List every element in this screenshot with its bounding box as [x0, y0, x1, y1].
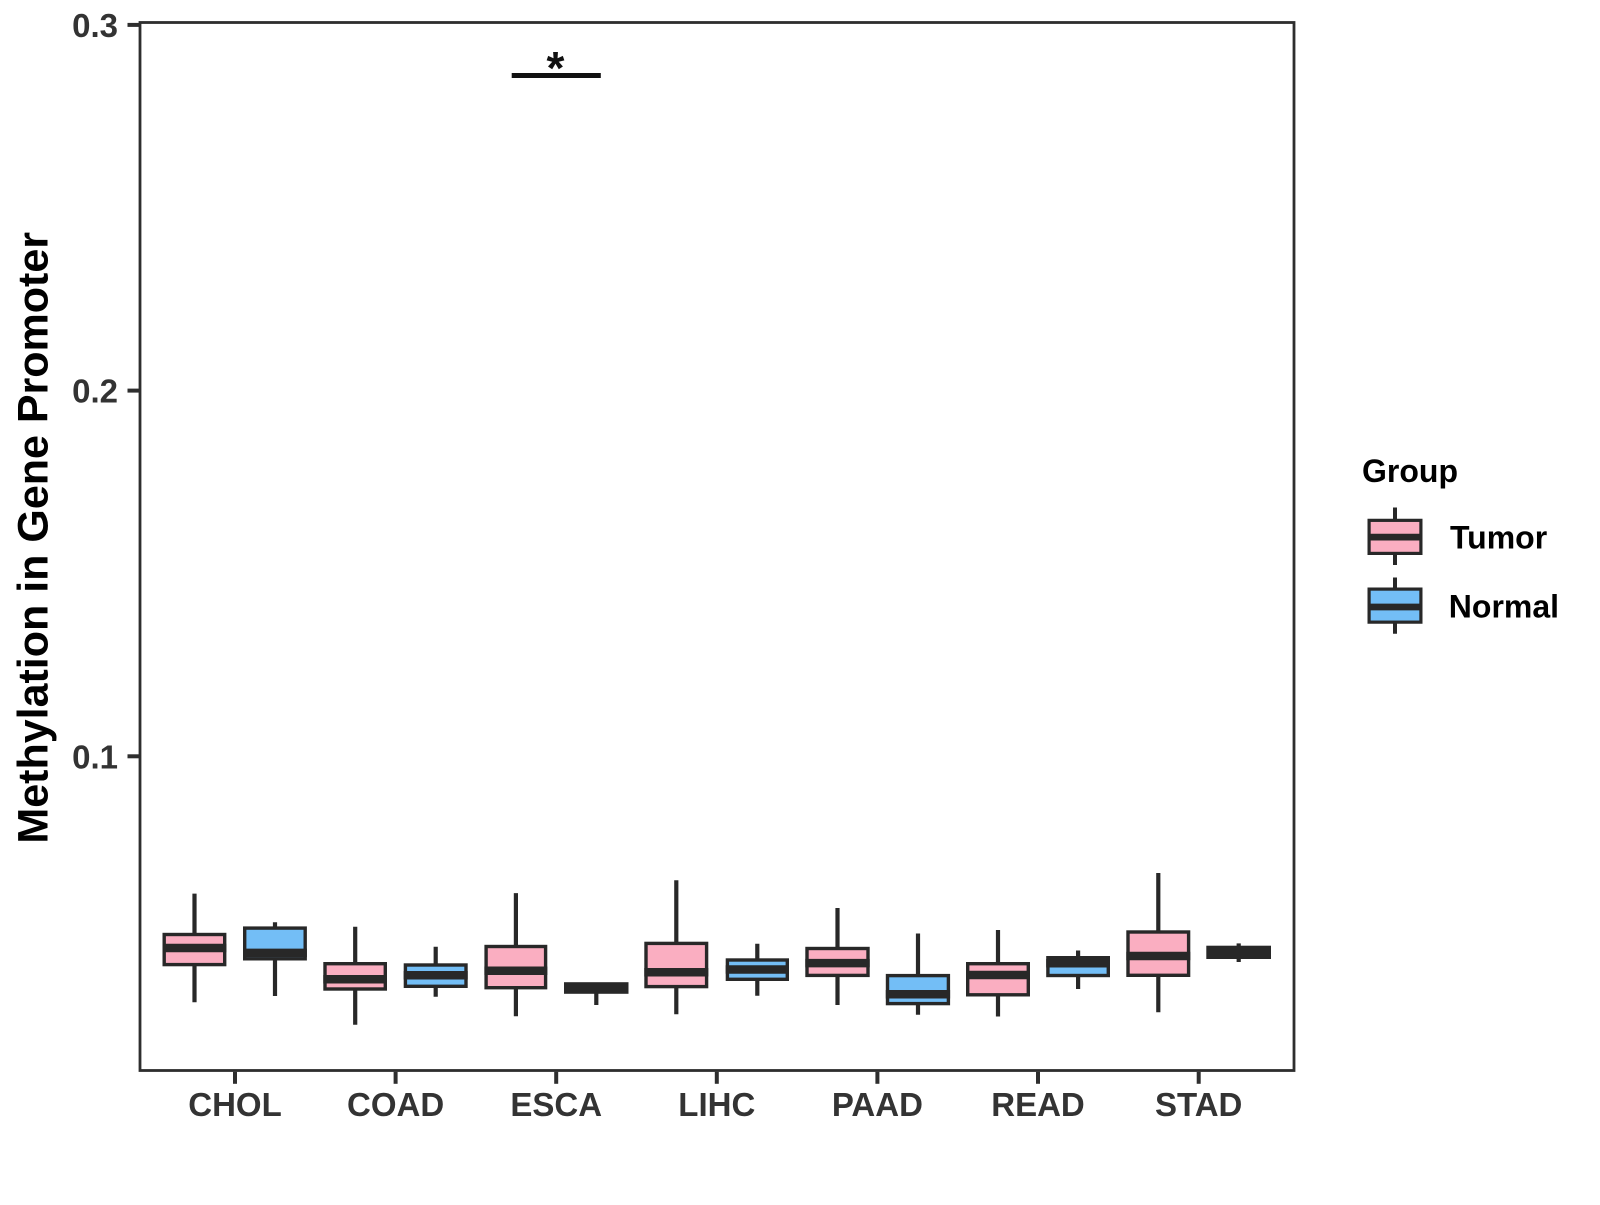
svg-text:0.3: 0.3 [72, 7, 118, 44]
svg-text:CHOL: CHOL [188, 1086, 282, 1123]
svg-text:*: * [547, 42, 565, 94]
svg-text:0.1: 0.1 [72, 738, 118, 775]
svg-text:READ: READ [991, 1086, 1085, 1123]
svg-text:Normal: Normal [1449, 588, 1559, 624]
svg-text:STAD: STAD [1155, 1086, 1242, 1123]
svg-text:Methylation in Gene Promoter: Methylation in Gene Promoter [10, 232, 58, 844]
svg-text:ESCA: ESCA [510, 1086, 602, 1123]
svg-text:COAD: COAD [347, 1086, 444, 1123]
svg-text:0.2: 0.2 [72, 373, 118, 410]
svg-text:Group: Group [1362, 453, 1458, 489]
svg-text:LIHC: LIHC [678, 1086, 755, 1123]
svg-text:PAAD: PAAD [832, 1086, 923, 1123]
svg-text:Tumor: Tumor [1450, 520, 1547, 556]
